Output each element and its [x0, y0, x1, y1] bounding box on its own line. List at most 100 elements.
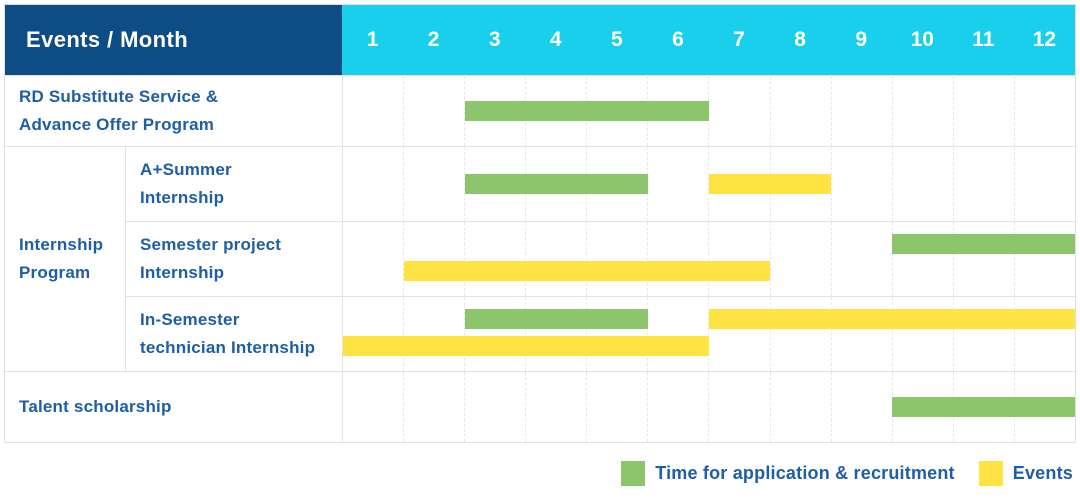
- month-cell: [586, 372, 647, 442]
- month-cell: [586, 297, 647, 371]
- month-cell: [830, 222, 892, 296]
- month-cell: [586, 222, 647, 296]
- month-cell: [1013, 297, 1075, 371]
- application-bar-months-10-12: [892, 234, 1075, 254]
- month-cell: [769, 76, 831, 146]
- month-cell: [525, 372, 586, 442]
- event-bar-months-1-6: [343, 336, 709, 356]
- month-cell: [647, 222, 708, 296]
- month-cell: [708, 222, 769, 296]
- row-label-in-semester-technician-internship: In-Semester technician Internship: [140, 310, 316, 357]
- month-cell: [464, 222, 525, 296]
- timeline-grid-semester-project-internship: [342, 222, 1075, 296]
- month-cell: [343, 76, 403, 146]
- month-cell: [952, 147, 1014, 221]
- month-cell: [647, 297, 708, 371]
- event-bar-months-2-7: [404, 261, 770, 281]
- application-bar-months-3-5: [465, 174, 648, 194]
- row-semester-project-internship: Semester project Internship: [126, 221, 1075, 296]
- month-cell: [830, 76, 892, 146]
- month-cell: [830, 147, 892, 221]
- month-cell: [343, 147, 403, 221]
- month-cell: [708, 297, 769, 371]
- row-label-a-summer-internship: A+Summer Internship: [140, 160, 232, 207]
- row-in-semester-technician-internship: In-Semester technician Internship: [126, 296, 1075, 371]
- month-cell: [952, 222, 1014, 296]
- month-cell: [525, 297, 586, 371]
- group-label-internship-program: Internship Program: [19, 235, 104, 282]
- month-cell: [891, 222, 953, 296]
- month-cell: [830, 297, 892, 371]
- legend-item-events: Events: [978, 461, 1073, 486]
- month-cell: [1013, 76, 1075, 146]
- month-cell: [464, 297, 525, 371]
- month-cell: [343, 222, 403, 296]
- month-cell: [403, 222, 464, 296]
- month-header-4: 4: [549, 28, 562, 51]
- month-cell: [525, 222, 586, 296]
- month-cell: [343, 372, 403, 442]
- internship-program-subrows: A+Summer Internship Semester project Int…: [125, 147, 1075, 371]
- month-cell: [464, 147, 525, 221]
- month-header-3: 3: [488, 28, 501, 51]
- month-cell: [464, 372, 525, 442]
- month-header-5: 5: [611, 28, 623, 51]
- timeline-grid-in-semester-technician-internship: [342, 297, 1075, 371]
- month-header-6: 6: [672, 28, 684, 51]
- month-cell: [769, 297, 831, 371]
- month-header-10: 10: [910, 28, 934, 51]
- month-cell: [891, 297, 953, 371]
- row-rd-substitute: RD Substitute Service & Advance Offer Pr…: [5, 75, 1075, 146]
- green-swatch-icon: [621, 461, 646, 486]
- month-cell: [952, 297, 1014, 371]
- month-cell: [708, 372, 769, 442]
- month-cell: [830, 372, 892, 442]
- month-cell: [403, 76, 464, 146]
- month-cell: [769, 222, 831, 296]
- timeline-grid-rd-substitute: [342, 76, 1075, 146]
- month-cell: [1013, 222, 1075, 296]
- month-cell: [403, 297, 464, 371]
- timeline-grid-a-summer-internship: [342, 147, 1075, 221]
- month-cell: [403, 147, 464, 221]
- month-header-8: 8: [794, 28, 806, 51]
- month-cell: [891, 76, 953, 146]
- legend: Time for application & recruitment Event…: [4, 461, 1076, 486]
- month-cell: [647, 372, 708, 442]
- application-bar-months-3-6: [465, 101, 709, 121]
- row-label-talent-scholarship: Talent scholarship: [19, 397, 172, 417]
- month-cell: [403, 372, 464, 442]
- legend-label-events: Events: [1012, 463, 1073, 483]
- application-bar-months-3-5: [465, 309, 648, 329]
- row-label-rd-substitute: RD Substitute Service & Advance Offer Pr…: [19, 87, 219, 134]
- month-cell: [952, 76, 1014, 146]
- month-header-7: 7: [733, 28, 745, 51]
- month-cell: [647, 147, 708, 221]
- month-cell: [343, 297, 403, 371]
- month-cell: [708, 76, 769, 146]
- yellow-swatch-icon: [978, 461, 1003, 486]
- row-talent-scholarship: Talent scholarship: [5, 371, 1075, 442]
- events-month-header: Events / Month: [5, 5, 342, 75]
- event-bar-months-7-8: [709, 174, 831, 194]
- application-bar-months-10-12: [892, 397, 1075, 417]
- timeline-grid-talent-scholarship: [342, 372, 1075, 442]
- month-cell: [464, 76, 525, 146]
- legend-label-application: Time for application & recruitment: [655, 463, 955, 483]
- month-cell: [891, 147, 953, 221]
- month-header-row: 1 2 3 4 5 6 7 8 9 10 11 12: [342, 5, 1075, 75]
- month-header-9: 9: [855, 28, 867, 51]
- month-header-12: 12: [1032, 28, 1057, 51]
- month-header-11: 11: [972, 28, 995, 51]
- month-cell: [769, 372, 831, 442]
- event-bar-months-7-12: [709, 309, 1075, 329]
- row-a-summer-internship: A+Summer Internship: [126, 147, 1075, 221]
- month-header-2: 2: [427, 28, 440, 51]
- month-cell: [708, 147, 769, 221]
- row-label-semester-project-internship: Semester project Internship: [140, 235, 282, 282]
- table-header-row: Events / Month 1 2 3 4 5 6 7 8 9 10 11 12: [5, 5, 1075, 75]
- schedule-table: Events / Month 1 2 3 4 5 6 7 8 9 10 11 12 RD Substi…: [4, 4, 1076, 443]
- internship-program-group: Internship Program A+Summer Internship S…: [5, 146, 1075, 371]
- gantt-schedule: Events / Month 1 2 3 4 5 6 7 8 9 10 11 12 RD Substi…: [4, 4, 1076, 486]
- month-header-1: 1: [366, 28, 379, 51]
